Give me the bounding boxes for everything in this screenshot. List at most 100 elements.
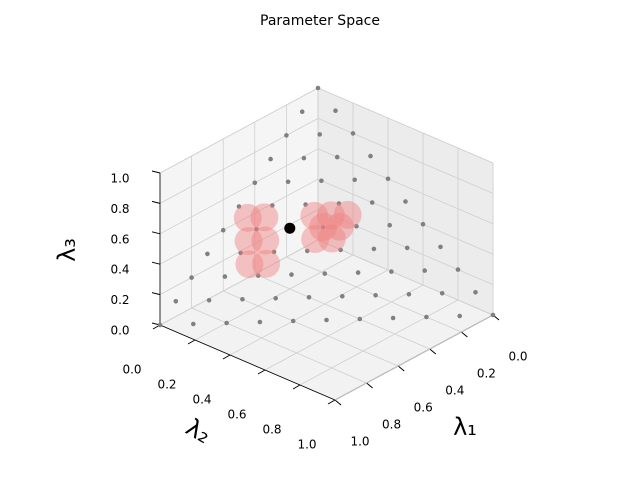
simplex-point <box>238 250 243 256</box>
z-tick <box>151 170 161 174</box>
simplex-point <box>422 268 428 273</box>
simplex-point <box>317 132 323 137</box>
x-tick-label: 0.2 <box>477 367 496 381</box>
simplex-point <box>315 85 321 91</box>
z-tick-label: 0.6 <box>110 232 129 246</box>
y-tick <box>292 384 301 390</box>
simplex-point <box>352 177 358 183</box>
region-point <box>309 213 338 242</box>
simplex-point <box>254 226 259 232</box>
grid-line <box>159 118 319 204</box>
z-tick-label: 0.4 <box>110 263 129 277</box>
y-tick <box>327 399 336 405</box>
simplex-point <box>284 133 289 138</box>
y-tick <box>257 369 266 375</box>
y-tick-label: 0.2 <box>157 378 176 392</box>
region-point <box>252 249 281 278</box>
simplex-point <box>338 247 343 253</box>
simplex-point <box>457 313 463 319</box>
grid-line <box>317 87 494 164</box>
grid-line <box>254 273 430 350</box>
grid-line <box>223 290 399 367</box>
simplex-point <box>455 267 461 272</box>
grid-line <box>264 284 424 371</box>
grid-line <box>317 148 494 225</box>
chart-title: Parameter Space <box>260 13 380 29</box>
simplex-point <box>424 314 429 320</box>
simplex-point <box>319 178 324 184</box>
grid-line <box>159 178 319 265</box>
grid-line <box>317 118 494 194</box>
simplex-point <box>404 245 410 251</box>
x-tick-label: 0.8 <box>382 418 401 432</box>
simplex-point <box>355 270 361 275</box>
region-point <box>317 224 346 253</box>
simplex-point <box>189 275 194 280</box>
region-point <box>233 203 262 232</box>
region-point <box>300 201 329 230</box>
y-tick <box>222 354 231 360</box>
simplex-point <box>268 156 273 162</box>
simplex-point <box>306 295 312 300</box>
simplex-point <box>354 223 359 229</box>
grid-line <box>191 307 367 384</box>
simplex-point <box>368 153 373 159</box>
y-tick-label: 0.4 <box>192 393 211 407</box>
x-tick <box>334 399 342 406</box>
simplex-point <box>255 273 261 278</box>
simplex-point <box>320 224 326 230</box>
region-point <box>235 250 264 279</box>
axis-line <box>159 324 336 401</box>
grid-line <box>159 87 319 174</box>
simplex-point <box>270 203 275 208</box>
simplex-point <box>290 318 296 324</box>
region-point <box>234 227 263 256</box>
simplex-point <box>420 221 426 227</box>
x-axis-label: λ₁ <box>453 413 477 441</box>
y-tick <box>187 339 196 345</box>
simplex-point <box>373 293 378 298</box>
simplex-point <box>252 180 258 186</box>
x-tick <box>429 348 437 355</box>
y-tick-label: 1.0 <box>297 438 316 452</box>
region-point <box>325 212 354 241</box>
simplex-point <box>236 204 242 209</box>
simplex-point <box>333 108 338 113</box>
simplex-point <box>220 227 226 233</box>
y-tick-label: 0.0 <box>122 363 141 377</box>
region-point <box>250 203 279 232</box>
grid-line <box>159 239 319 326</box>
region-point <box>333 200 362 229</box>
y-tick-label: 0.6 <box>227 408 246 422</box>
simplex-point <box>385 176 391 182</box>
simplex-point <box>403 199 408 204</box>
y-axis-label: λ₂ <box>181 413 216 449</box>
z-tick <box>151 292 161 296</box>
grid-line <box>317 239 494 316</box>
simplex-point <box>334 154 340 160</box>
y-tick-label: 0.8 <box>262 423 281 437</box>
z-tick <box>151 200 161 204</box>
simplex-point <box>285 179 291 185</box>
region-point <box>301 225 330 254</box>
simplex-point <box>490 312 496 318</box>
x-tick-label: 0.6 <box>414 401 433 415</box>
region-point <box>317 201 345 230</box>
simplex-point <box>369 200 375 205</box>
simplex-point <box>305 248 310 254</box>
x-tick-label: 1.0 <box>350 435 369 449</box>
z-tick-label: 1.0 <box>110 172 129 186</box>
x-tick-label: 0.4 <box>445 384 464 398</box>
x-tick <box>397 365 405 372</box>
simplex-point <box>371 246 377 252</box>
x-tick <box>366 382 373 389</box>
z-axis-label: λ₃ <box>53 238 81 262</box>
simplex-point <box>222 274 228 279</box>
simplex-point <box>206 298 212 303</box>
simplex-point <box>299 109 305 114</box>
z-tick <box>151 231 161 235</box>
x-tick-label: 0.0 <box>508 350 527 364</box>
simplex-point <box>439 291 445 296</box>
grid-line <box>299 299 459 386</box>
